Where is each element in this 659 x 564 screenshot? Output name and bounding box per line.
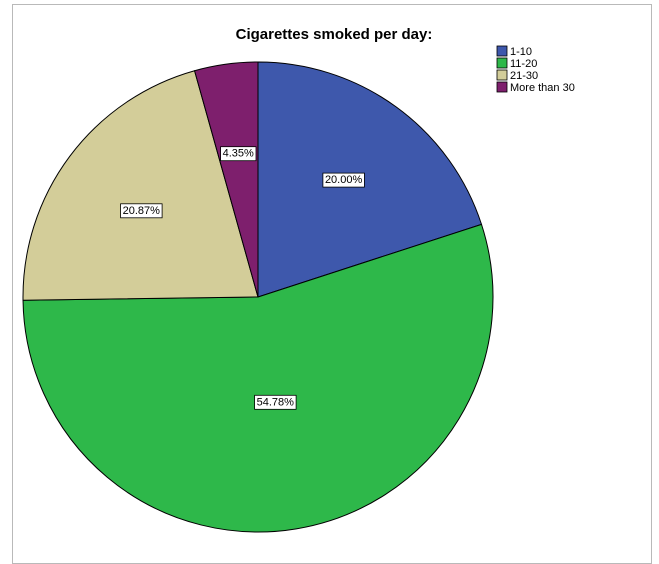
legend-swatch bbox=[496, 57, 508, 69]
slice-value-box bbox=[254, 394, 297, 410]
slice-labels: 20.00% 54.78% 20.87% 4.35% bbox=[120, 146, 365, 410]
slice-value-label: 4.35% bbox=[220, 146, 257, 162]
pie-slice-1-10 bbox=[257, 61, 483, 298]
slice-value-text: 54.78% bbox=[257, 396, 295, 408]
legend-swatch bbox=[496, 81, 508, 93]
slice-value-label: 20.00% bbox=[322, 172, 365, 188]
legend-label: 11-20 bbox=[510, 58, 537, 70]
legend-swatch bbox=[496, 45, 508, 57]
legend-label: 1-10 bbox=[510, 46, 532, 58]
slice-value-box bbox=[220, 146, 257, 162]
slice-value-text: 20.87% bbox=[123, 205, 161, 217]
slice-value-text: 20.00% bbox=[325, 174, 363, 186]
pie-slice-11-20 bbox=[22, 223, 494, 533]
legend-swatch bbox=[496, 69, 508, 81]
slice-value-label: 54.78% bbox=[254, 394, 297, 410]
slice-value-text: 4.35% bbox=[223, 148, 254, 160]
pie-slice-21-30 bbox=[22, 70, 259, 301]
pie-slice-more-than-30 bbox=[193, 61, 259, 298]
legend-label: More than 30 bbox=[510, 82, 575, 94]
slice-value-label: 20.87% bbox=[120, 203, 163, 219]
slice-value-box bbox=[322, 172, 365, 188]
pie-slices bbox=[22, 61, 494, 533]
legend-label: 21-30 bbox=[510, 70, 538, 82]
slice-value-box bbox=[120, 203, 163, 219]
chart-title: Cigarettes smoked per day: bbox=[236, 26, 433, 43]
